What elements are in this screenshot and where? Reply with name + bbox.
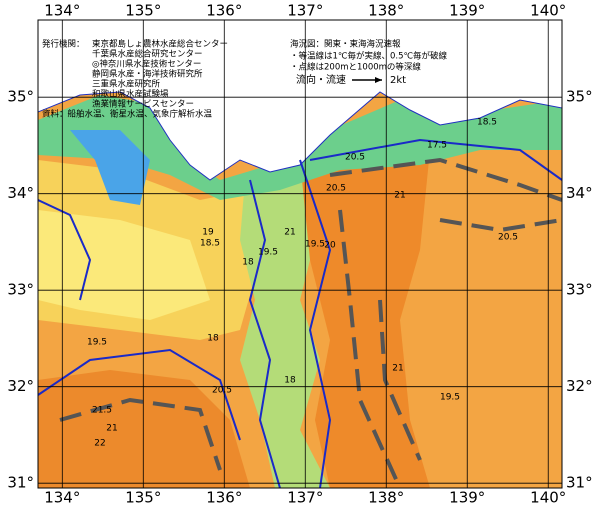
lon-tick-label: 137° [287, 489, 323, 507]
land [38, 20, 562, 181]
contour-label: 18.5 [477, 118, 497, 128]
lon-tick-label: 138° [368, 489, 404, 507]
current-axis [439, 218, 562, 233]
isotherm [248, 179, 281, 488]
publisher: 三重県水産研究所 [92, 79, 161, 90]
lat-tick-label: 34° [566, 184, 593, 202]
lat-tick-label: 34° [7, 184, 34, 202]
contour-label: 19.5 [258, 248, 278, 258]
lon-tick-label: 134° [44, 2, 80, 20]
contour-label: 21 [394, 191, 405, 201]
current-axis [338, 209, 402, 488]
source: 資料：船舶水温、衛星水温、気象庁解析水温 [42, 109, 213, 120]
contour-label: 20.5 [498, 233, 518, 243]
current-axis [59, 397, 222, 471]
lon-tick-label: 137° [287, 2, 323, 20]
warm-core [300, 150, 430, 488]
contour-label: 21 [284, 228, 295, 238]
contour-label: 19 [202, 228, 214, 238]
lat-tick-label: 31° [7, 474, 34, 492]
publisher: 東京都島しょ農林水産総合センター [92, 39, 228, 50]
lon-tick-label: 140° [530, 2, 566, 20]
current-label: 流向・流速 [296, 73, 346, 86]
lon-tick-label: 136° [206, 489, 242, 507]
lon-tick-label: 135° [125, 489, 161, 507]
isotherm [299, 159, 332, 488]
lon-tick-label: 138° [368, 2, 404, 20]
isotherm [38, 199, 92, 301]
publisher: 静岡県水産・海洋技術研究所 [92, 69, 203, 80]
lon-tick-label: 134° [44, 489, 80, 507]
contour-label: 21.5 [92, 406, 112, 416]
contour-label: 21 [392, 364, 403, 374]
lat-tick-label: 32° [7, 377, 34, 395]
current-arrowhead [375, 77, 382, 83]
publishers-label: 発行機関： [42, 39, 85, 50]
lon-tick-label: 135° [125, 2, 161, 20]
publisher: 千葉県水産総合研究センター [92, 49, 203, 60]
publisher: ◎神奈川県水産技術センター [92, 59, 201, 70]
contour-label: 22 [94, 439, 105, 449]
lon-tick-label: 136° [206, 2, 242, 20]
warm-core [38, 370, 250, 488]
contour-label: 17.5 [427, 141, 447, 151]
lat-tick-label: 33° [566, 281, 593, 299]
current-axis [378, 299, 422, 461]
bay-water [70, 130, 150, 205]
contour-label: 18.5 [200, 239, 220, 249]
isotherm [38, 348, 241, 441]
publisher: 漁業情報サービスセンター [92, 99, 194, 110]
lon-tick-label: 139° [449, 489, 485, 507]
contour-label: 20.5 [326, 184, 346, 194]
lat-tick-label: 33° [7, 281, 34, 299]
publisher: 和歌山県水産試験場 [92, 89, 169, 100]
lon-tick-label: 139° [449, 2, 485, 20]
contour-label: 21 [106, 424, 117, 434]
contour-label: 20.5 [345, 153, 365, 163]
lat-tick-label: 35° [566, 88, 593, 106]
note: ・点線は200mと1000mの等深線 [290, 62, 421, 73]
isotherm [309, 138, 562, 181]
note: ・等温線は1℃毎が実線、0.5℃毎が破線 [290, 51, 448, 62]
contour-label: 19.5 [87, 338, 107, 348]
contour-label: 18 [284, 376, 296, 386]
contour-label: 18 [242, 258, 254, 268]
lon-tick-label: 140° [530, 489, 566, 507]
info: 発行機関： 資料：船舶水温、衛星水温、気象庁解析水温 海況図：関東・東海海況速報… [42, 39, 448, 120]
contour-label: 20 [324, 241, 336, 251]
current-scale: 2kt [390, 75, 406, 86]
map-frame [37, 19, 563, 489]
lat-tick-label: 35° [7, 88, 34, 106]
contour-label: 19.5 [440, 393, 460, 403]
map-title: 海況図：関東・東海海況速報 [290, 39, 401, 50]
contour-label: 19.5 [305, 240, 325, 250]
map-area [38, 20, 562, 488]
contour-label: 18 [207, 334, 219, 344]
contour-label: 20.5 [212, 386, 232, 396]
lat-tick-label: 31° [566, 474, 593, 492]
lat-tick-label: 32° [566, 377, 593, 395]
